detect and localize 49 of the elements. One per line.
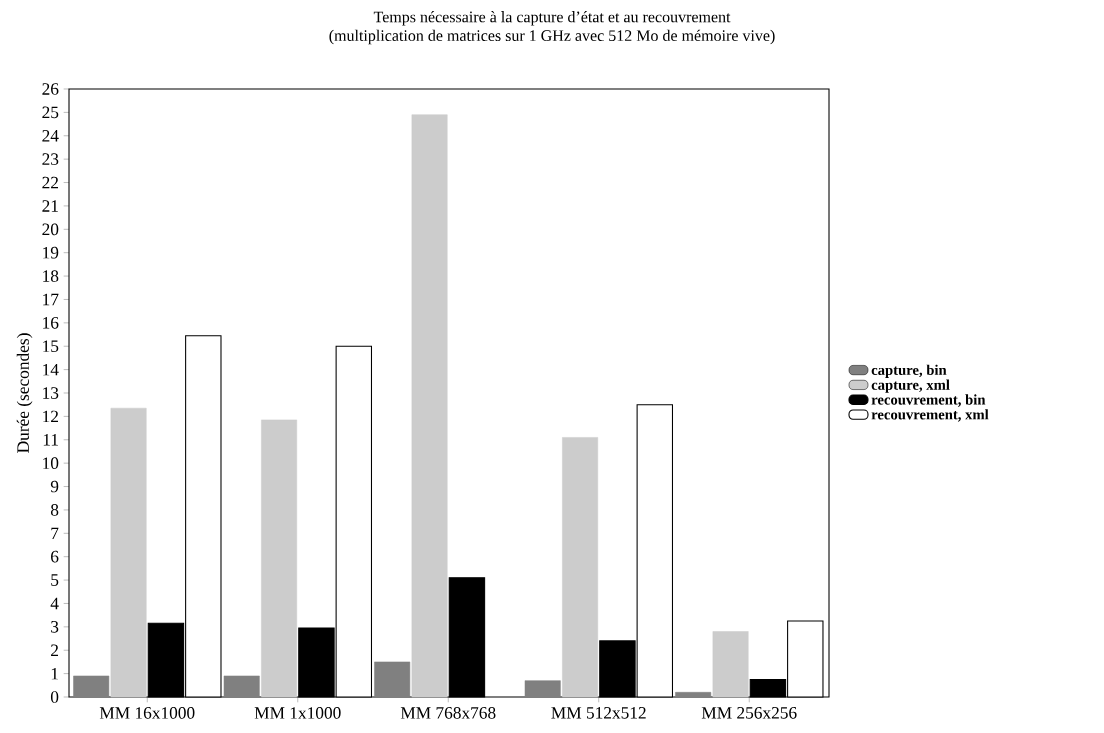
y-tick-label: 17 xyxy=(43,293,59,306)
legend-label: capture, xml xyxy=(871,379,950,393)
y-axis-title: Durée (secondes) xyxy=(16,333,33,453)
legend-label: recouvrement, xml xyxy=(871,409,989,422)
y-tick-label: 8 xyxy=(50,504,59,516)
y-tick-label: 20 xyxy=(42,223,59,236)
y-tick-label: 16 xyxy=(43,317,59,329)
y-tick-label: 7 xyxy=(51,527,59,539)
y-tick-label: 14 xyxy=(43,363,59,376)
y-tick-label: 0 xyxy=(50,691,59,703)
y-tick-label: 18 xyxy=(43,270,59,282)
y-tick-label: 15 xyxy=(43,340,59,353)
y-tick-label: 5 xyxy=(51,574,59,586)
bar xyxy=(411,114,448,698)
bar xyxy=(562,437,599,698)
y-tick-label: 19 xyxy=(43,246,59,259)
y-tick-label: 6 xyxy=(51,550,59,563)
bar xyxy=(110,407,147,698)
y-tick-label: 10 xyxy=(43,457,59,469)
bar xyxy=(712,631,749,698)
y-tick-label: 12 xyxy=(43,410,59,423)
bar xyxy=(261,419,298,698)
legend-label: recouvrement, bin xyxy=(871,394,986,407)
y-tick-label: 26 xyxy=(42,83,59,95)
chart-title: Temps nécessaire à la capture d’état et au recouvrement xyxy=(373,11,731,26)
bar xyxy=(374,661,411,698)
y-tick-label: 4 xyxy=(50,597,59,610)
bar xyxy=(524,680,561,698)
y-tick-label: 9 xyxy=(50,480,59,493)
x-tick-label: MM 16x1000 xyxy=(99,707,195,719)
bar xyxy=(675,692,712,698)
y-tick-label: 24 xyxy=(42,130,59,142)
chart-subtitle: (multiplication de matrices sur 1 GHz avec 512 Mo de mémoire vive) xyxy=(329,29,775,45)
x-tick-label: MM 1x1000 xyxy=(254,707,341,719)
x-tick-label: MM 512x512 xyxy=(551,707,646,719)
x-tick-label: MM 768x768 xyxy=(400,707,496,719)
y-tick-label: 2 xyxy=(51,644,59,656)
bar xyxy=(223,675,260,698)
y-tick-label: 22 xyxy=(42,176,59,189)
bar xyxy=(73,675,110,698)
y-tick-label: 13 xyxy=(43,387,59,399)
legend-label: capture, bin xyxy=(871,364,947,378)
y-tick-label: 3 xyxy=(51,621,59,633)
y-tick-label: 1 xyxy=(51,667,58,680)
y-tick-label: 23 xyxy=(42,153,59,165)
y-tick-label: 25 xyxy=(42,106,59,119)
x-tick-label: MM 256x256 xyxy=(701,707,797,719)
y-tick-label: 11 xyxy=(43,434,58,446)
y-tick-label: 21 xyxy=(42,200,58,212)
